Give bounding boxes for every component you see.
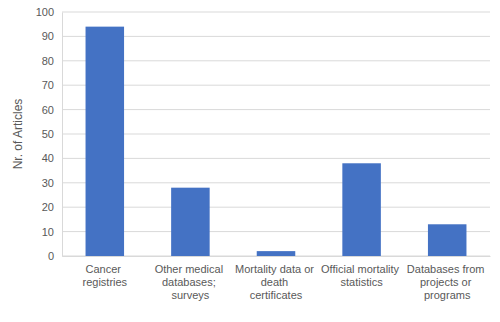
grid-line [62, 134, 490, 135]
bar [171, 188, 210, 256]
y-tick: 20 [42, 201, 62, 213]
grid-line [62, 182, 490, 183]
y-tick-label: 30 [42, 177, 54, 189]
y-tick: 30 [42, 177, 62, 189]
grid-line [62, 207, 490, 208]
y-axis: 0 10 20 30 40 50 60 70 80 90 100 [36, 6, 63, 262]
x-tick: Mortality data or death certificates [235, 256, 317, 301]
x-tick-label: Official mortality statistics [321, 263, 402, 288]
x-tick: Cancer registries [82, 256, 127, 288]
x-axis: Cancer registries Other medical databases… [63, 256, 491, 301]
y-tick: 80 [42, 55, 62, 67]
x-tick: Databases from projects or programs [407, 256, 488, 301]
bar [257, 251, 296, 256]
grid-line [62, 12, 490, 13]
bar [428, 224, 467, 256]
grid-line [62, 231, 490, 232]
grid [62, 12, 490, 256]
y-tick-label: 0 [48, 250, 54, 262]
y-tick: 40 [42, 152, 62, 164]
y-tick-label: 80 [42, 55, 54, 67]
y-tick: 50 [42, 128, 62, 140]
y-tick: 10 [42, 226, 62, 238]
y-tick-label: 70 [42, 79, 54, 91]
x-tick: Other medical databases; surveys [155, 256, 227, 301]
x-tick-label: Other medical databases; surveys [155, 263, 227, 301]
y-tick-label: 40 [42, 152, 54, 164]
y-axis-line [62, 13, 63, 257]
y-tick-label: 90 [42, 30, 54, 42]
x-tick-label: Databases from projects or programs [407, 263, 488, 301]
grid-line [62, 60, 490, 61]
y-tick: 0 [48, 250, 62, 262]
y-tick: 100 [36, 6, 62, 18]
y-tick-label: 60 [42, 104, 54, 116]
bars [86, 27, 467, 256]
bar [342, 163, 381, 256]
x-tick-label: Cancer registries [82, 263, 127, 288]
x-tick-label: Mortality data or death certificates [235, 263, 317, 301]
y-tick-label: 20 [42, 201, 54, 213]
grid-line [62, 85, 490, 86]
x-tick: Official mortality statistics [321, 256, 402, 288]
y-tick-label: 10 [42, 226, 54, 238]
bar [86, 27, 125, 256]
x-axis-line [63, 256, 491, 257]
y-axis-title: Nr. of Articles [11, 99, 25, 170]
y-tick: 60 [42, 104, 62, 116]
y-tick-label: 50 [42, 128, 54, 140]
grid-line [62, 109, 490, 110]
y-tick: 90 [42, 30, 62, 42]
grid-line [62, 158, 490, 159]
grid-line [62, 36, 490, 37]
chart: 0 10 20 30 40 50 60 70 80 90 100 Cancer registries O… [0, 0, 500, 322]
y-tick: 70 [42, 79, 62, 91]
y-tick-label: 100 [36, 6, 54, 18]
